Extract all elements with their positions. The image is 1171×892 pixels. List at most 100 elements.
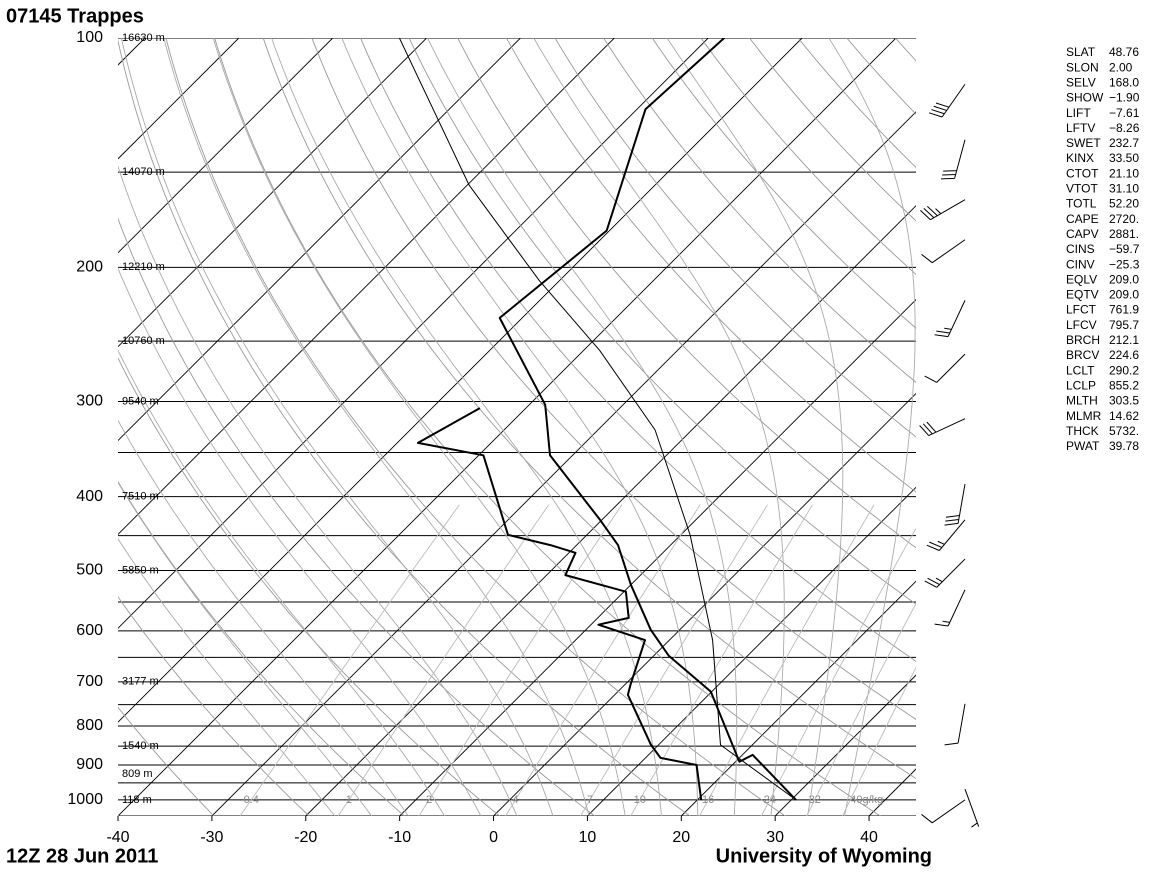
mixing-ratio-label: 2 [426,794,432,806]
chart-title: 07145 Trappes [6,5,144,27]
dry-adiabat [1139,38,1171,816]
dry-adiabat [118,39,691,816]
wind-barb [924,558,966,588]
sounding-line [498,38,797,801]
stat-name: CAPV [1066,227,1099,241]
height-label: 809 m [122,768,153,780]
moist-adiabat [118,538,336,816]
mixing-ratio-label: 24 [764,794,776,806]
stat-name: SWET [1066,136,1101,150]
x-tick-label: 20 [672,829,690,846]
stat-name: CINS [1066,242,1095,256]
mixing-ratio-line [630,504,813,816]
stat-value: 795.7 [1109,318,1139,332]
moist-adiabat [427,38,738,816]
moist-adiabat [533,38,785,816]
stat-name: LIFT [1066,106,1091,120]
sounding-line [398,38,797,801]
wind-barb [944,703,966,746]
dry-adiabat [118,706,215,816]
stat-name: PWAT [1066,439,1100,453]
stat-value: −59.7 [1109,242,1140,256]
mixing-ratio-line [761,527,916,816]
y-tick-label: 500 [76,562,103,579]
mixing-ratio-label: 0.4 [244,794,259,806]
stat-name: EQTV [1066,288,1099,302]
stat-name: THCK [1066,424,1099,438]
stat-value: −7.61 [1109,106,1140,120]
mixing-ratio-line [699,504,875,816]
height-label: 118 m [122,794,152,806]
height-label: 16630 m [122,32,165,44]
stat-name: LCLP [1066,378,1096,392]
y-tick-label: 300 [76,393,103,410]
height-label: 1540 m [122,740,159,752]
mixing-ratio-label: 1 [346,794,352,806]
stat-name: SLAT [1066,45,1096,59]
stat-value: −1.90 [1109,91,1140,105]
stat-value: −8.26 [1109,121,1140,135]
isotherm [399,299,916,816]
stat-value: 33.50 [1109,151,1139,165]
isotherm [118,38,334,254]
moist-adiabat [212,38,626,816]
dry-adiabat [311,38,916,721]
stat-value: 209.0 [1109,288,1139,302]
height-label: 7510 m [122,491,159,503]
y-tick-label: 200 [76,259,103,276]
dry-adiabat [360,38,916,662]
soundings [398,38,797,801]
x-tick-label: 40 [860,829,878,846]
isotherm [118,38,146,66]
isotherm [305,205,916,816]
x-tick-label: -20 [294,829,317,846]
x-tick-label: 30 [766,829,784,846]
isotherm [680,580,916,816]
moist-adiabat [118,481,372,816]
height-label: 12210 m [122,261,165,273]
stat-value: 303.5 [1109,394,1139,408]
y-tick-label: 1000 [67,791,103,808]
isotherm [118,38,427,348]
wind-barb [926,519,966,551]
wind-barb [919,418,966,437]
isotherm [118,38,709,629]
stat-name: TOTL [1066,197,1097,211]
y-tick-label: 400 [76,488,103,505]
stat-name: BRCH [1066,333,1100,347]
stat-value: 209.0 [1109,272,1139,286]
stat-value: 2881. [1109,227,1139,241]
height-label: 9540 m [122,395,159,407]
stat-name: CINV [1066,257,1095,271]
dry-adiabat [700,38,916,276]
dry-adiabat [118,814,120,816]
wind-barb [934,300,966,338]
stat-value: 855.2 [1109,378,1139,392]
stat-name: SLON [1066,60,1099,74]
dry-adiabat [506,38,916,493]
mixing-ratio-line [505,504,701,816]
y-tick-label: 900 [76,756,103,773]
wind-barb [921,799,966,824]
dry-adiabat [651,38,916,329]
stat-name: CAPE [1066,212,1099,226]
mixing-ratio-line [842,666,916,816]
dry-adiabat [118,217,595,816]
isotherm [493,392,916,816]
stat-name: LFTV [1066,121,1095,135]
height-label: 5850 m [122,564,159,576]
isotherm [587,486,916,816]
height-label: 3177 m [122,676,159,688]
mixing-ratio-line [418,504,623,816]
background-lines [118,38,1171,816]
moist-adiabat [118,165,518,816]
dry-adiabat [1041,38,1171,816]
wind-barb [928,83,966,118]
stat-value: 761.9 [1109,303,1139,317]
dry-adiabat [408,38,916,605]
stat-name: BRCV [1066,348,1099,362]
dry-adiabat [457,38,916,549]
wind-barb [944,483,966,526]
dry-adiabat [118,596,310,816]
isotherm [118,38,615,535]
